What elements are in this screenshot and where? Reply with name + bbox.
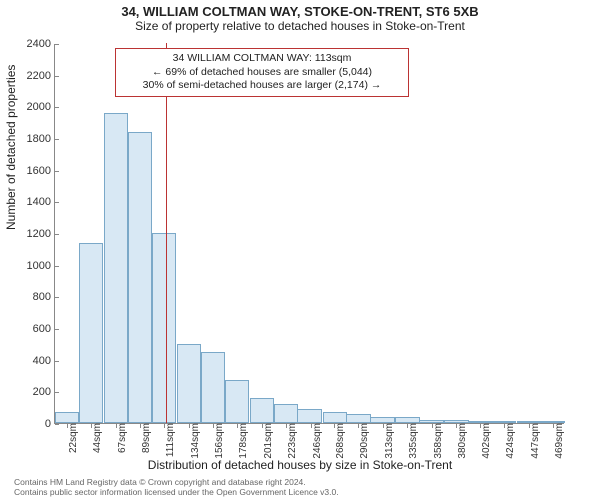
x-tick-label: 178sqm (234, 423, 249, 459)
x-tick-label: 335sqm (404, 423, 419, 459)
x-tick-label: 134sqm (186, 423, 201, 459)
y-tick-label: 2000 (11, 101, 55, 113)
y-tick-label: 0 (11, 418, 55, 430)
histogram-bar (346, 414, 370, 424)
x-tick-label: 447sqm (526, 423, 541, 459)
y-tick-label: 1200 (11, 228, 55, 240)
histogram-bar (152, 233, 176, 423)
x-tick-label: 268sqm (331, 423, 346, 459)
annotation-line-3: 30% of semi-detached houses are larger (… (122, 79, 402, 93)
histogram-bar (104, 113, 128, 423)
chart-area: 0200400600800100012001400160018002000220… (54, 44, 564, 424)
x-tick-label: 156sqm (210, 423, 225, 459)
x-tick-label: 246sqm (308, 423, 323, 459)
annotation-line-1: 34 WILLIAM COLTMAN WAY: 113sqm (122, 52, 402, 66)
y-tick-label: 1400 (11, 196, 55, 208)
annotation-callout: 34 WILLIAM COLTMAN WAY: 113sqm← 69% of d… (115, 48, 409, 97)
histogram-bar (128, 132, 152, 423)
x-tick-label: 469sqm (550, 423, 565, 459)
y-tick-label: 2200 (11, 70, 55, 82)
histogram-bar (177, 344, 201, 423)
histogram-bar (274, 404, 298, 423)
histogram-bar (323, 412, 347, 423)
x-tick-label: 402sqm (477, 423, 492, 459)
attribution-text: Contains HM Land Registry data © Crown c… (14, 478, 339, 498)
attribution-line-2: Contains public sector information licen… (14, 488, 339, 498)
y-tick-label: 1800 (11, 133, 55, 145)
y-tick-label: 1000 (11, 260, 55, 272)
x-tick-label: 424sqm (501, 423, 516, 459)
plot-area: 0200400600800100012001400160018002000220… (54, 44, 564, 424)
histogram-bar (55, 412, 79, 423)
y-tick-label: 800 (11, 291, 55, 303)
y-tick-label: 200 (11, 386, 55, 398)
x-tick-label: 223sqm (283, 423, 298, 459)
histogram-bar (79, 243, 103, 424)
x-tick-label: 313sqm (380, 423, 395, 459)
x-tick-label: 290sqm (355, 423, 370, 459)
x-tick-label: 380sqm (453, 423, 468, 459)
chart-title-main: 34, WILLIAM COLTMAN WAY, STOKE-ON-TRENT,… (0, 0, 600, 19)
histogram-bar (250, 398, 274, 423)
y-tick-label: 400 (11, 355, 55, 367)
x-tick-label: 111sqm (161, 423, 176, 457)
chart-title-sub: Size of property relative to detached ho… (0, 19, 600, 37)
histogram-bar (297, 409, 321, 423)
x-tick-label: 201sqm (259, 423, 274, 459)
property-marker-line (166, 43, 167, 423)
x-tick-label: 358sqm (429, 423, 444, 459)
histogram-bar (225, 380, 249, 423)
x-axis-label: Distribution of detached houses by size … (0, 458, 600, 472)
histogram-bar (201, 352, 225, 423)
annotation-line-2: ← 69% of detached houses are smaller (5,… (122, 66, 402, 80)
y-tick-label: 2400 (11, 38, 55, 50)
y-tick-label: 1600 (11, 165, 55, 177)
y-tick-label: 600 (11, 323, 55, 335)
